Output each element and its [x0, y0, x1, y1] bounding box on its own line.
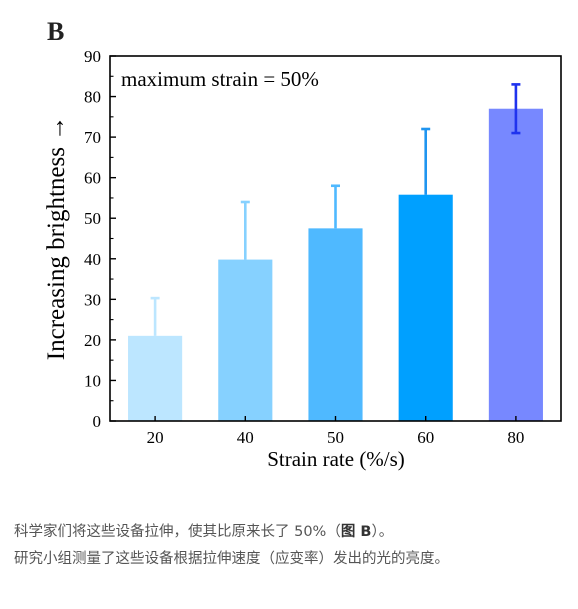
y-tick-label: 40: [84, 250, 101, 269]
bar: [218, 259, 273, 421]
y-tick-label: 10: [84, 371, 101, 390]
x-tick-label: 40: [237, 428, 254, 447]
caption-figure-ref: 图 B: [340, 524, 372, 540]
bar-chart: B Increasing brightness → 0 10 20 30 40 50 60 7…: [43, 17, 562, 471]
plot-frame: [109, 55, 562, 422]
bar: [488, 108, 543, 421]
bar: [128, 335, 183, 421]
y-tick-label: 50: [84, 209, 101, 228]
x-axis-title: Strain rate (%/s): [267, 447, 405, 471]
x-tick-label: 50: [327, 428, 344, 447]
x-tick-label: 20: [147, 428, 164, 447]
caption-text: ）。: [371, 524, 394, 540]
y-tick-label: 80: [84, 88, 101, 107]
y-tick-label: 0: [93, 412, 102, 431]
y-axis: 0 10 20 30 40 50 60 70 80 90: [84, 47, 116, 431]
x-tick-label: 80: [507, 428, 524, 447]
y-tick-label: 60: [84, 169, 101, 188]
bar: [398, 194, 453, 421]
bar-series: [128, 108, 543, 421]
caption-line-1: 科学家们将这些设备拉伸，使其比原来长了 50%（图 B）。: [14, 519, 569, 546]
caption-line-2: 研究小组测量了这些设备根据拉伸速度（应变率）发出的光的亮度。: [14, 551, 449, 567]
y-tick-label: 30: [84, 290, 101, 309]
y-axis-title: Increasing brightness →: [43, 116, 70, 360]
y-tick-label: 70: [84, 128, 101, 147]
y-tick-label: 20: [84, 331, 101, 350]
figure-caption: 科学家们将这些设备拉伸，使其比原来长了 50%（图 B）。 研究小组测量了这些设…: [14, 519, 569, 573]
error-bars: [150, 83, 521, 336]
panel-label: B: [47, 17, 64, 46]
caption-text: 科学家们将这些设备拉伸，使其比原来长了 50%（: [14, 524, 341, 540]
bar: [308, 228, 363, 421]
x-axis: 20 40 50 60 80: [147, 416, 524, 447]
y-tick-label: 90: [84, 47, 101, 66]
x-tick-label: 60: [417, 428, 434, 447]
chart-annotation: maximum strain = 50%: [121, 67, 319, 91]
